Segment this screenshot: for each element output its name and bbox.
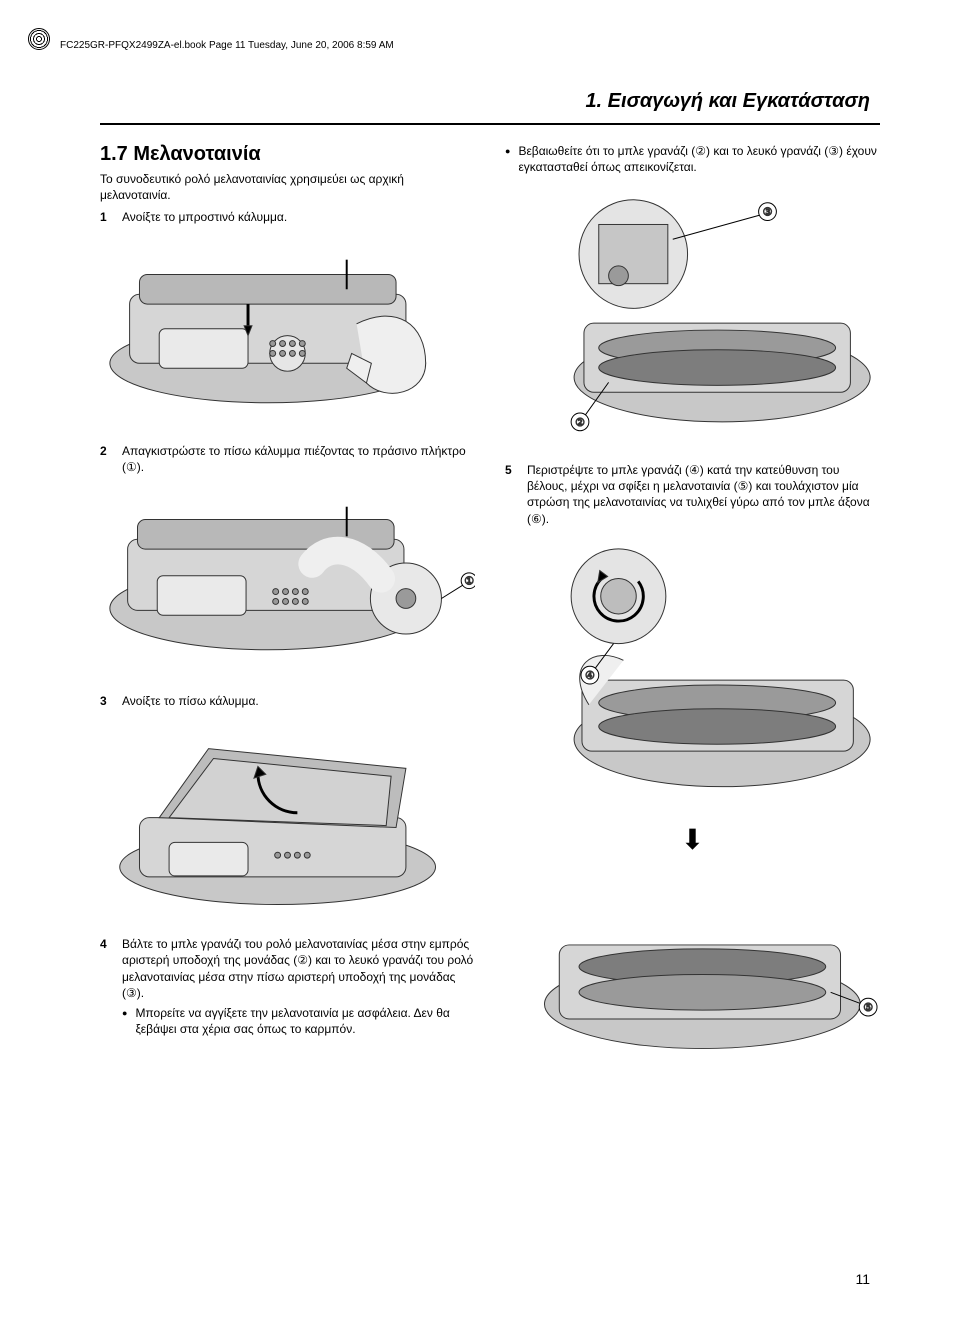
book-header: FC225GR-PFQX2499ZA-el.book Page 11 Tuesd…	[60, 40, 900, 51]
callout-5: ⑤	[863, 1002, 873, 1014]
step-text: Ανοίξτε το μπροστινό κάλυμμα.	[122, 209, 287, 225]
section-intro: Το συνοδευτικό ρολό μελανοταινίας χρησιμ…	[100, 172, 475, 203]
bullet-text: Μπορείτε να αγγίξετε την μελανοταινία με…	[135, 1005, 475, 1037]
step-3: 3 Ανοίξτε το πίσω κάλυμμα.	[100, 693, 475, 709]
step-2: 2 Απαγκιστρώστε το πίσω κάλυμμα πιέζοντα…	[100, 443, 475, 475]
callout-1: ①	[464, 576, 474, 588]
book-info-text: FC225GR-PFQX2499ZA-el.book Page 11 Tuesd…	[60, 40, 394, 51]
right-top-note: Βεβαιωθείτε ότι το μπλε γρανάζι (②) και …	[505, 143, 880, 175]
page-number: 11	[855, 1271, 870, 1287]
chapter-title: 1. Εισαγωγή και Εγκατάσταση	[100, 90, 880, 113]
step-number: 5	[505, 462, 517, 527]
horizontal-rule	[100, 123, 880, 125]
left-column: 1.7 Μελανοταινία Το συνοδευτικό ρολό μελ…	[100, 143, 475, 1084]
figure-step1-open-front	[100, 235, 475, 423]
step-number: 3	[100, 693, 112, 709]
callout-3: ③	[763, 207, 773, 219]
step-text: Ανοίξτε το πίσω κάλυμμα.	[122, 693, 259, 709]
figure-step3-open-back	[100, 719, 475, 916]
step-text: Απαγκιστρώστε το πίσω κάλυμμα πιέζοντας …	[122, 443, 475, 475]
crop-target-icon	[28, 28, 50, 50]
figure-gears-installed: ② ③	[505, 185, 880, 442]
figure-step5-result: ⑤	[505, 866, 880, 1063]
step-5: 5 Περιστρέψτε το μπλε γρανάζι (④) κατά τ…	[505, 462, 880, 527]
step-number: 1	[100, 209, 112, 225]
right-column: Βεβαιωθείτε ότι το μπλε γρανάζι (②) και …	[505, 143, 880, 1084]
down-arrow-icon: ⬇	[505, 823, 880, 856]
callout-4: ④	[585, 670, 595, 682]
step-1: 1 Ανοίξτε το μπροστινό κάλυμμα.	[100, 209, 475, 225]
callout-2: ②	[575, 417, 585, 429]
step-number: 4	[100, 936, 112, 1001]
bullet-text: Βεβαιωθείτε ότι το μπλε γρανάζι (②) και …	[518, 143, 880, 175]
step-text: Περιστρέψτε το μπλε γρανάζι (④) κατά την…	[527, 462, 880, 527]
figure-step2-unlatch: ①	[100, 485, 475, 673]
step-number: 2	[100, 443, 112, 475]
section-title: 1.7 Μελανοταινία	[100, 143, 475, 166]
figure-step5-rotate-film: ④	[505, 537, 880, 803]
step-text: Βάλτε το μπλε γρανάζι του ρολό μελανοται…	[122, 936, 475, 1001]
step-4: 4 Βάλτε το μπλε γρανάζι του ρολό μελανοτ…	[100, 936, 475, 1001]
step-4-note: Μπορείτε να αγγίξετε την μελανοταινία με…	[122, 1005, 475, 1037]
